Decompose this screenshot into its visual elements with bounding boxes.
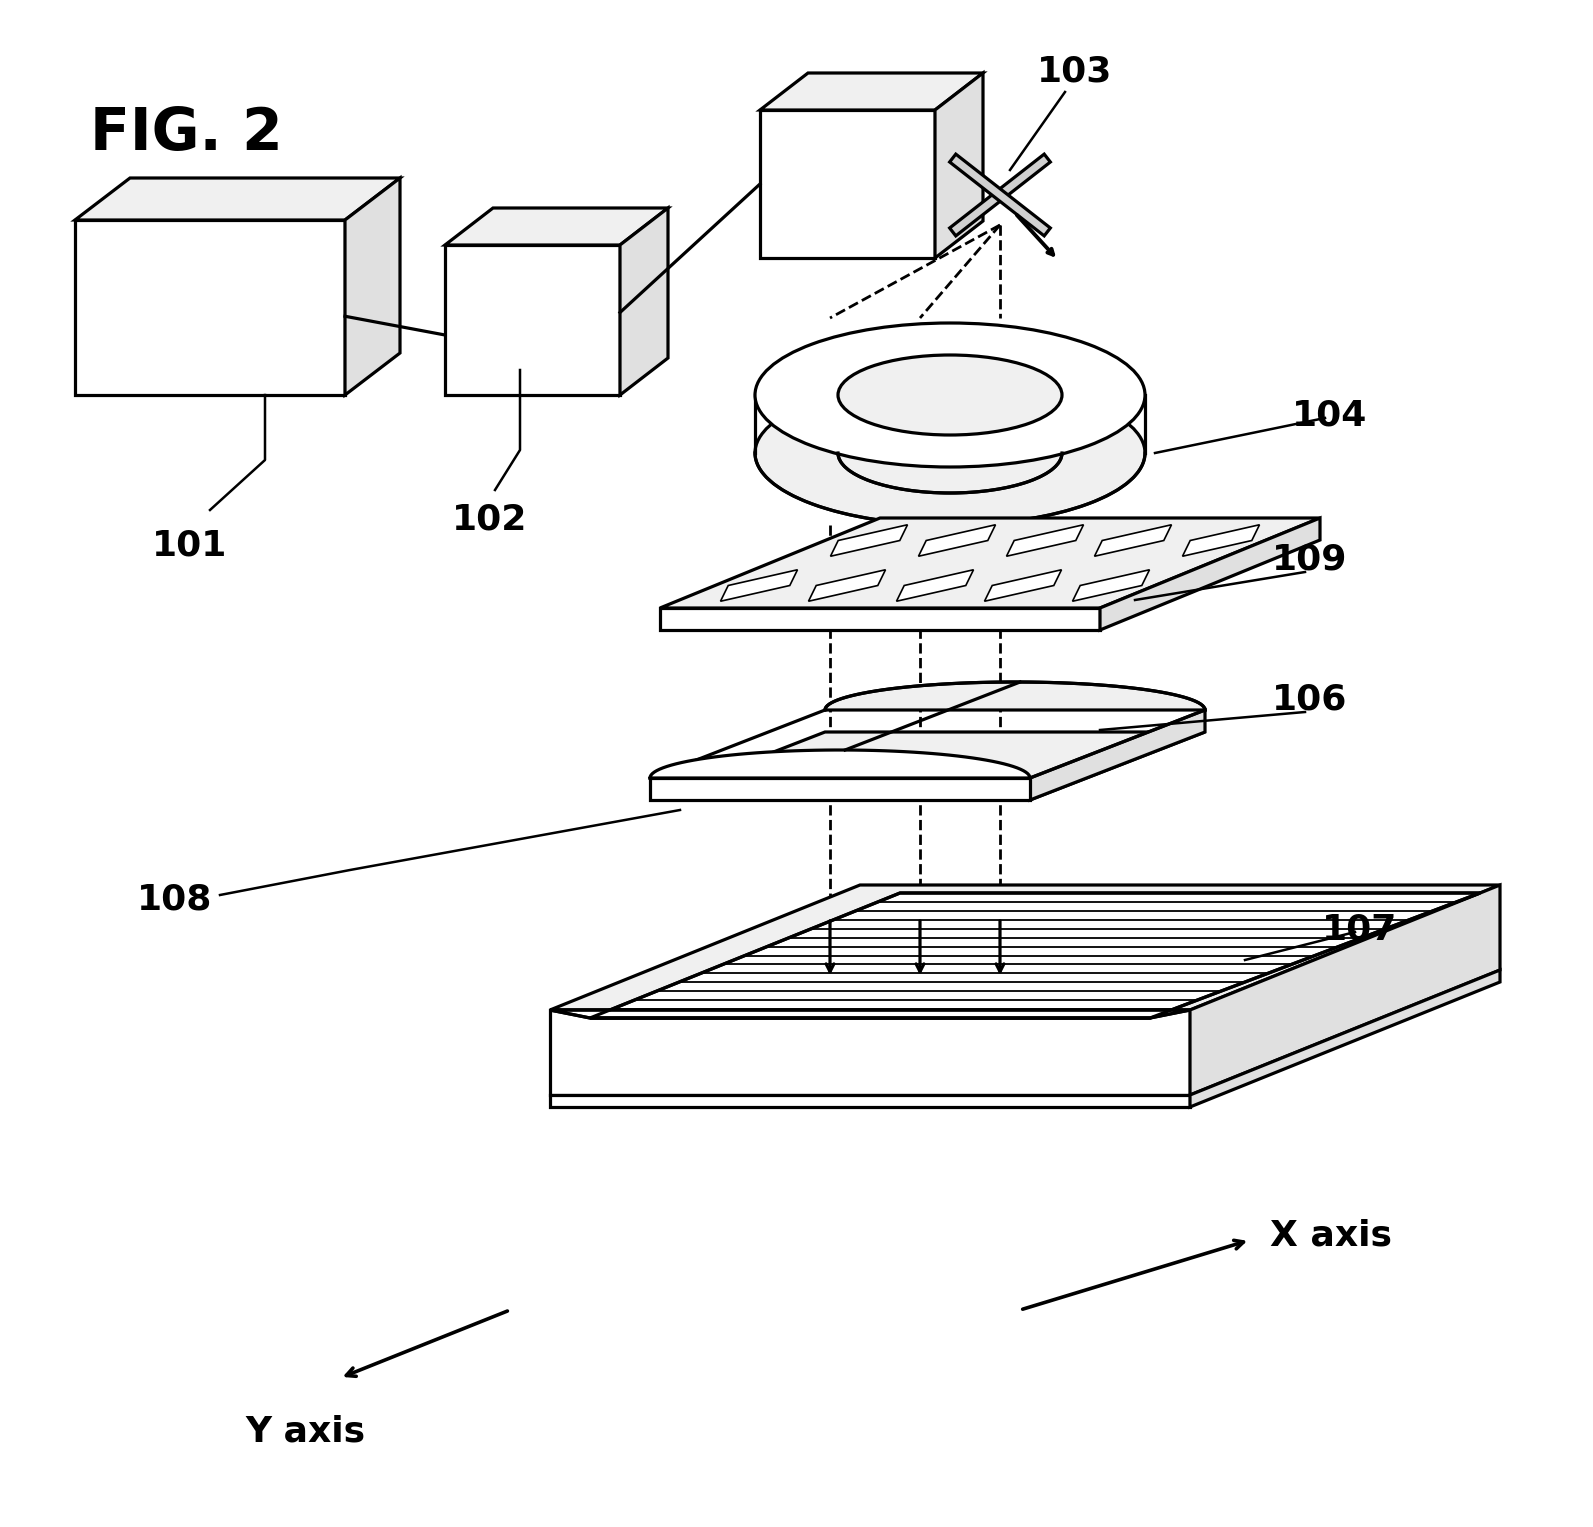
Polygon shape	[444, 244, 620, 395]
Polygon shape	[830, 525, 908, 556]
Polygon shape	[897, 570, 973, 602]
Polygon shape	[550, 886, 1501, 1009]
Polygon shape	[650, 750, 1031, 777]
Polygon shape	[949, 154, 1050, 235]
Polygon shape	[75, 220, 346, 395]
Polygon shape	[620, 208, 667, 395]
Polygon shape	[75, 179, 400, 220]
Polygon shape	[1094, 525, 1171, 556]
Text: 107: 107	[1322, 913, 1397, 947]
Polygon shape	[1101, 518, 1321, 631]
Polygon shape	[1190, 970, 1501, 1107]
Polygon shape	[550, 1095, 1190, 1107]
Polygon shape	[660, 608, 1101, 631]
Text: FIG. 2: FIG. 2	[89, 105, 282, 162]
Polygon shape	[1182, 525, 1260, 556]
Ellipse shape	[838, 412, 1063, 493]
Polygon shape	[1072, 570, 1150, 602]
Polygon shape	[550, 1009, 1190, 1095]
Text: 109: 109	[1273, 544, 1348, 577]
Text: 101: 101	[153, 528, 228, 562]
Polygon shape	[650, 777, 1031, 800]
Polygon shape	[984, 570, 1061, 602]
Text: 103: 103	[1037, 55, 1112, 89]
Text: 108: 108	[137, 883, 213, 918]
Polygon shape	[949, 154, 1050, 235]
Polygon shape	[660, 518, 1321, 608]
Text: X axis: X axis	[1270, 1219, 1392, 1252]
Polygon shape	[935, 73, 983, 258]
Polygon shape	[809, 570, 886, 602]
Text: Y axis: Y axis	[245, 1416, 365, 1449]
Polygon shape	[825, 683, 1204, 710]
Polygon shape	[650, 731, 1204, 800]
Polygon shape	[346, 179, 400, 395]
Ellipse shape	[755, 324, 1145, 467]
Ellipse shape	[838, 354, 1063, 435]
Polygon shape	[1031, 710, 1204, 800]
Text: 102: 102	[452, 502, 527, 538]
Polygon shape	[1007, 525, 1083, 556]
Polygon shape	[720, 570, 798, 602]
Polygon shape	[550, 1009, 1190, 1019]
Text: 104: 104	[1292, 399, 1368, 432]
Text: 106: 106	[1273, 683, 1348, 718]
Polygon shape	[1190, 886, 1501, 1095]
Polygon shape	[444, 208, 667, 244]
Polygon shape	[760, 110, 935, 258]
Ellipse shape	[755, 382, 1145, 525]
Polygon shape	[760, 73, 983, 110]
Polygon shape	[589, 893, 1480, 1019]
Polygon shape	[919, 525, 996, 556]
